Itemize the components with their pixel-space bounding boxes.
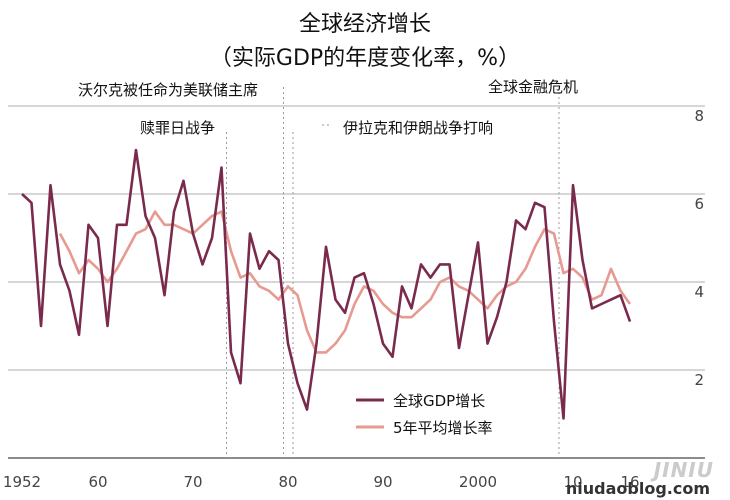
y-tick-label: 6 [694, 195, 704, 213]
legend: 全球GDP增长 5年平均增长率 [356, 392, 493, 437]
y-tick-label: 2 [694, 371, 704, 389]
chart-title-block: 全球经济增长 （实际GDP的年度变化率，%） [0, 8, 730, 76]
series-lines [21, 148, 632, 420]
event-label-1979: 沃尔克被任命为美联储主席 [78, 81, 258, 99]
x-tick-label: 60 [88, 473, 107, 491]
event-markers [226, 87, 560, 458]
x-tick-label: 80 [278, 473, 297, 491]
series-line-five-year-average [58, 210, 632, 354]
y-tick-label: 8 [694, 107, 704, 125]
event-label-1973: 赎罪日战争 [140, 119, 215, 137]
x-tick-label: 90 [373, 473, 392, 491]
x-tick-label: 70 [183, 473, 202, 491]
legend-label: 全球GDP增长 [393, 392, 485, 410]
gridlines [8, 105, 705, 459]
event-label-2008: 全球金融危机 [488, 78, 578, 96]
event-label-1980: 伊拉克和伊朗战争打响 [343, 119, 493, 137]
axis-ticks: 1952 60 70 80 90 2000 10 16 2 4 6 8 [3, 107, 704, 491]
chart-title: 全球经济增长 [298, 12, 431, 37]
chart-subtitle: （实际GDP的年度变化率，%） [209, 46, 521, 71]
site-label: niudaoblog.com [565, 479, 710, 498]
x-tick-label: 1952 [3, 473, 41, 491]
x-tick-label: 16 [620, 473, 639, 491]
series-line-gdp-growth [21, 148, 632, 420]
x-tick-label: 2000 [459, 473, 497, 491]
legend-label: 5年平均增长率 [393, 419, 493, 437]
x-tick-label: 10 [563, 473, 582, 491]
watermark: JINIU [653, 458, 714, 482]
y-tick-label: 4 [694, 283, 704, 301]
